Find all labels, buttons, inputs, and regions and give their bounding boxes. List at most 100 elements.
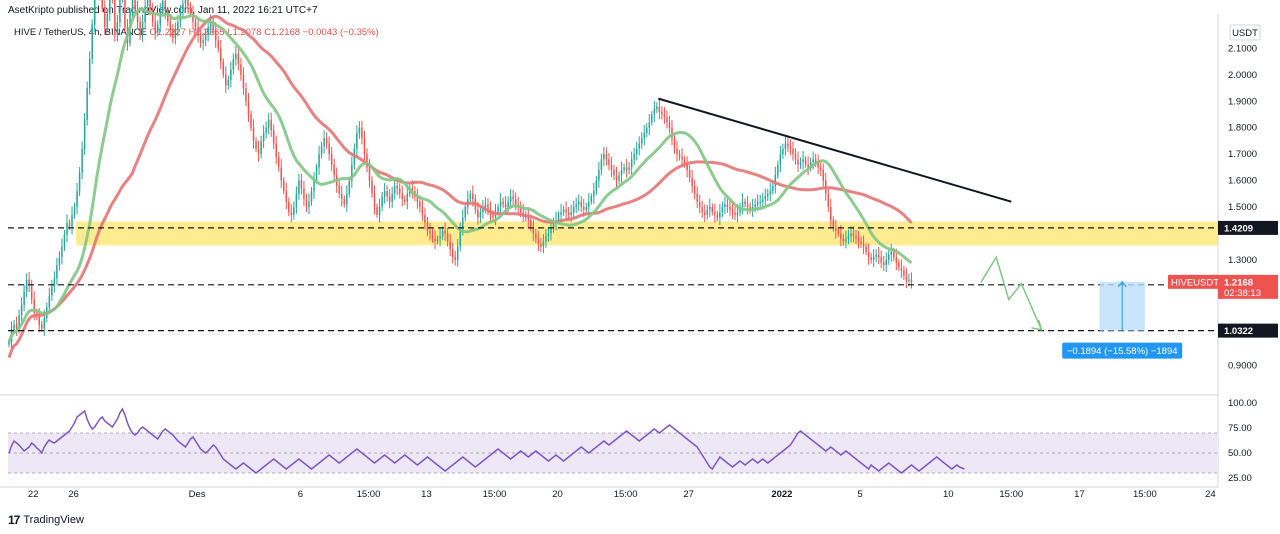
candle [51,280,53,302]
candle [416,188,419,209]
candle-body [164,0,167,12]
candle [746,195,749,215]
candle [101,0,104,12]
candle-body [88,59,91,89]
candle-body [154,22,156,33]
time-tick-label: 20 [552,489,563,500]
candle [222,58,225,78]
candle [104,0,106,35]
current-price-bg [1218,274,1278,299]
candle-body [716,214,719,218]
candle-body [419,201,421,207]
candle-body [509,196,512,202]
candle [590,193,593,205]
candle-body [767,193,769,197]
candle-body [625,167,628,170]
candle [686,156,688,178]
time-tick-label: Des [189,489,206,500]
candle-body [424,214,426,223]
candle [88,51,91,95]
candle-body [681,156,683,160]
candle [333,158,335,181]
time-tick-label: 5 [857,489,862,500]
candle-body [131,0,134,12]
candle [729,200,731,216]
candle-body [787,143,789,147]
candle [867,243,870,265]
candle [638,136,640,156]
candle [744,198,746,208]
symbol-tag-bg [1168,274,1218,289]
candle-body [328,143,330,155]
candle-body [537,238,540,244]
candle [381,191,383,212]
candle [807,156,809,175]
trendline[interactable] [658,97,1012,203]
candle-body [421,207,424,215]
candle [343,195,346,208]
candle [651,111,653,126]
candle-body [222,61,225,75]
candle-body [449,241,451,250]
candle-body [159,11,162,25]
candle [404,195,406,206]
candle [840,225,842,247]
candle-body [406,193,409,202]
candle-body [502,201,504,205]
candle [877,247,880,265]
candle-body [535,233,537,239]
currency-selector[interactable]: USDT [1229,24,1261,41]
symbol-title[interactable]: HIVE / TetherUS, 4h, BINANCE [14,27,147,38]
rsi-tick-label: 100.00 [1228,398,1257,409]
tradingview-brand[interactable]: 17 TradingView [8,513,84,527]
candle-body [686,164,688,170]
candle-body [678,154,681,157]
candle-body [348,180,351,194]
candle-body [560,212,562,215]
candle-body [78,172,81,192]
candle [882,255,885,272]
candle [348,176,351,198]
candle-body [91,24,93,59]
candle-body [104,8,106,28]
level-tag-lower[interactable]: 1.0322 [1218,323,1278,338]
candle-body [393,185,396,194]
candle [575,197,577,214]
candle [593,182,595,204]
candle-body [192,14,194,22]
candle [464,202,467,222]
candle [436,235,439,245]
candle [610,156,613,177]
candle-body [464,207,467,218]
level-tag-upper[interactable]: 1.4209 [1218,220,1278,235]
candle [600,153,603,176]
candle-body [817,162,819,168]
candle-body [388,196,391,202]
candle-body [643,133,646,139]
candle [613,164,615,181]
candle-body [862,244,865,247]
projection-path[interactable] [980,255,1043,331]
measure-label[interactable]: −0.1894 (−15.58%) −1894 [1062,342,1183,359]
candle [83,113,86,155]
candle [406,185,409,210]
candle-body [618,175,620,181]
candle-body [371,180,373,194]
candle-body [754,204,756,207]
candle-body [807,164,809,168]
candle [809,157,812,172]
candle [855,230,857,245]
candle-body [56,265,58,279]
candle [340,185,343,207]
candle [187,0,189,14]
candle [502,197,504,209]
time-tick-label: 15:00 [483,489,507,500]
candle-body [391,193,393,202]
candle [30,279,33,305]
candle-body [888,254,890,260]
candle [144,0,146,28]
candle-body [867,251,870,258]
candle-body [703,212,706,215]
